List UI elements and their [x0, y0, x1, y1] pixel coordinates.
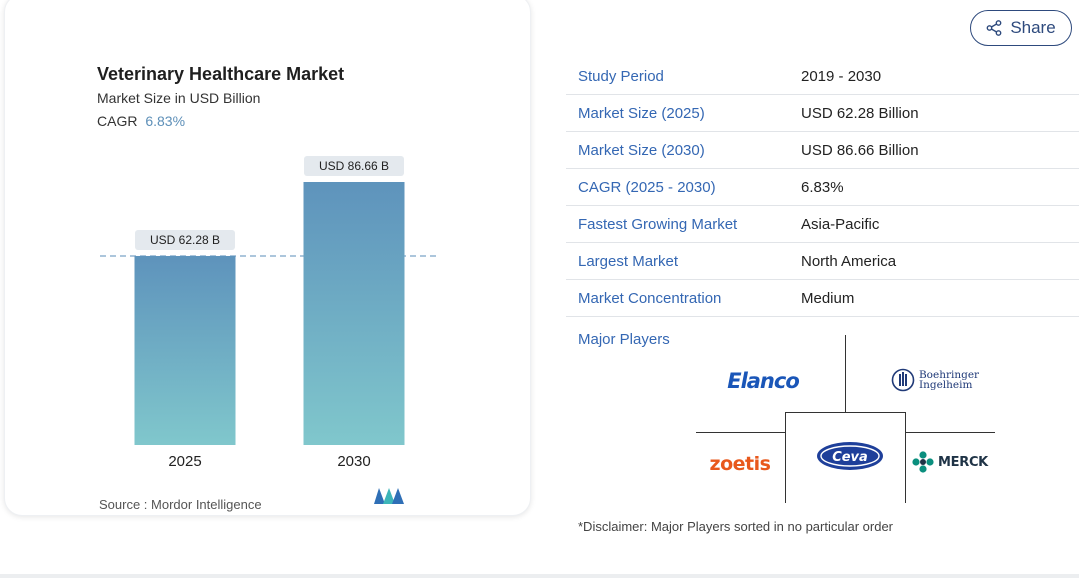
mordor-logo-icon	[374, 488, 404, 504]
stat-label[interactable]: Study Period	[578, 67, 664, 85]
stat-row-largest-market: Largest Market North America	[566, 243, 1079, 280]
zoetis-logo[interactable]: zoetis	[709, 453, 771, 475]
stat-row-fastest-growing: Fastest Growing Market Asia-Pacific	[566, 206, 1079, 243]
boehringer-ingelheim-logo[interactable]: Boehringer Ingelheim	[880, 365, 990, 395]
bar-2030	[303, 182, 405, 445]
major-players-grid: Elanco Boehringer Ingelheim zoetis Ceva	[690, 335, 1000, 505]
stat-value: USD 86.66 Billion	[801, 141, 919, 159]
disclaimer-text: *Disclaimer: Major Players sorted in no …	[578, 519, 894, 534]
data-label: USD 62.28 B	[150, 233, 220, 247]
market-chart-card	[4, 0, 531, 516]
stat-value: Medium	[801, 289, 855, 307]
cagr-value: 6.83%	[145, 113, 186, 129]
data-label: USD 86.66 B	[319, 159, 389, 173]
boehringer-line2: Ingelheim	[918, 379, 973, 391]
divider	[785, 412, 905, 413]
stat-value: Asia-Pacific	[801, 215, 880, 233]
stat-value: North America	[801, 252, 897, 270]
share-button[interactable]: Share	[970, 10, 1072, 46]
stat-row-study-period: Study Period 2019 - 2030	[566, 58, 1079, 95]
merck-logo[interactable]: MERCK	[910, 449, 990, 475]
stat-value: 6.83%	[801, 178, 844, 196]
data-label-bg	[304, 156, 404, 176]
share-icon	[986, 20, 1002, 36]
chart-source: Source : Mordor Intelligence	[99, 497, 262, 512]
ceva-logo[interactable]: Ceva	[808, 439, 892, 473]
bar-2025	[134, 255, 236, 445]
stat-value: USD 62.28 Billion	[801, 104, 919, 122]
stat-label[interactable]: Market Size (2025)	[578, 104, 705, 122]
category-label: 2030	[337, 453, 370, 470]
stat-row-market-size-2030: Market Size (2030) USD 86.66 Billion	[566, 132, 1079, 169]
category-label: 2025	[168, 453, 201, 470]
chart-title: Veterinary Healthcare Market	[97, 64, 345, 84]
stat-label[interactable]: Fastest Growing Market	[578, 215, 738, 233]
elanco-logo[interactable]: Elanco	[727, 369, 800, 393]
stat-label[interactable]: CAGR (2025 - 2030)	[578, 178, 716, 196]
merck-emblem-icon	[912, 451, 934, 473]
stat-row-market-concentration: Market Concentration Medium	[566, 280, 1079, 317]
chart-cagr: CAGR 6.83%	[97, 113, 185, 129]
major-players-label[interactable]: Major Players	[578, 331, 670, 348]
boehringer-line1: Boehringer	[918, 369, 980, 381]
bar-chart: USD 62.28 B 2025 USD 86.66 B 2030	[100, 156, 440, 470]
boehringer-emblem-icon	[891, 368, 915, 392]
stat-value: 2019 - 2030	[801, 67, 882, 85]
ceva-wordmark: Ceva	[832, 450, 868, 465]
divider	[785, 412, 786, 503]
stat-label[interactable]: Market Size (2030)	[578, 141, 705, 159]
cagr-label: CAGR	[97, 113, 138, 129]
market-stats-table: Study Period 2019 - 2030 Market Size (20…	[566, 58, 1079, 317]
merck-wordmark: MERCK	[938, 454, 988, 470]
chart-subtitle: Market Size in USD Billion	[97, 90, 261, 106]
divider	[905, 412, 906, 503]
stat-label[interactable]: Market Concentration	[578, 289, 722, 307]
stat-row-market-size-2025: Market Size (2025) USD 62.28 Billion	[566, 95, 1079, 132]
stat-label[interactable]: Largest Market	[578, 252, 679, 270]
divider	[845, 335, 846, 413]
divider	[905, 432, 995, 433]
data-label-bg	[135, 229, 235, 250]
divider	[696, 432, 786, 433]
bottom-divider	[0, 574, 1079, 578]
ceva-emblem-icon: Ceva	[817, 442, 883, 470]
share-label: Share	[1010, 18, 1056, 37]
stat-row-cagr: CAGR (2025 - 2030) 6.83%	[566, 169, 1079, 206]
